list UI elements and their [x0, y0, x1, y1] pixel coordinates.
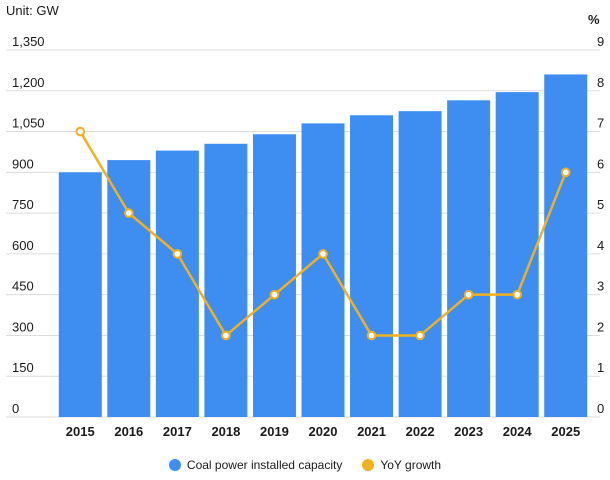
left-axis-ticks: 0 150 300 450 600 750 900 1,050 1,200 1,350: [12, 34, 45, 416]
growth-point: [512, 289, 522, 300]
right-tick-label: 7: [597, 116, 604, 131]
growth-point: [172, 249, 183, 259]
growth-point: [221, 330, 231, 341]
bar: [495, 92, 539, 418]
right-tick-label: 4: [597, 238, 604, 253]
left-tick-label: 150: [12, 360, 34, 375]
right-tick-label: 8: [597, 75, 604, 90]
left-tick-label: 450: [12, 279, 34, 294]
x-tick-label: 2016: [114, 424, 143, 439]
x-tick-label: 2024: [503, 424, 533, 439]
bar: [544, 74, 588, 417]
right-axis-unit: %: [588, 12, 600, 27]
left-tick-label: 300: [12, 319, 34, 334]
growth-point: [75, 126, 86, 137]
bar: [252, 134, 296, 417]
bar: [447, 100, 491, 417]
x-axis-ticks: 2015 2016 2017 2018 2019 2020 2021 2022 2023 2024…: [66, 424, 580, 439]
x-tick-label: 2019: [260, 424, 289, 439]
bar-series: [58, 74, 588, 418]
legend-label-capacity: Coal power installed capacity: [186, 458, 343, 472]
x-tick-label: 2025: [551, 424, 580, 439]
growth-point: [366, 330, 377, 341]
left-tick-label: 1,200: [12, 75, 45, 90]
left-tick-label: 750: [12, 197, 34, 212]
combo-chart: 0 150 300 450 600 750 900 1,050 1,200 1,350 0 1 2 3 4…: [6, 34, 604, 439]
right-axis-ticks: 0 1 2 3 4 5 6 7 8 9: [597, 34, 604, 416]
growth-point: [124, 208, 134, 218]
growth-point: [463, 289, 474, 300]
right-tick-label: 1: [597, 360, 604, 375]
bar: [58, 172, 102, 417]
x-tick-label: 2023: [454, 424, 483, 439]
bar: [301, 123, 345, 418]
growth-point: [269, 289, 280, 300]
legend-label-growth: YoY growth: [380, 458, 442, 472]
bar: [204, 143, 248, 418]
right-tick-label: 0: [597, 401, 604, 416]
legend-item-capacity: Coal power installed capacity: [168, 458, 343, 472]
left-tick-label: 900: [12, 156, 34, 171]
left-tick-label: 1,350: [12, 34, 45, 49]
left-tick-label: 1,050: [12, 116, 45, 131]
left-tick-label: 600: [12, 238, 34, 253]
right-tick-label: 3: [597, 279, 604, 294]
legend-swatch-growth: [362, 459, 375, 471]
growth-point: [415, 330, 425, 341]
line-series: [75, 126, 571, 341]
bar: [350, 115, 394, 417]
x-tick-label: 2020: [309, 424, 338, 439]
bar: [107, 160, 151, 417]
x-tick-label: 2015: [66, 424, 95, 439]
x-tick-label: 2018: [211, 424, 240, 439]
bar: [155, 150, 199, 417]
x-tick-label: 2022: [406, 424, 435, 439]
bar: [398, 111, 442, 418]
x-tick-label: 2017: [163, 424, 192, 439]
growth-point: [560, 167, 571, 178]
legend-swatch-capacity: [168, 459, 181, 471]
growth-point: [318, 249, 328, 259]
left-tick-label: 0: [12, 401, 19, 416]
x-tick-label: 2021: [357, 424, 386, 439]
legend-item-growth: YoY growth: [362, 458, 441, 472]
unit-label: Unit: GW: [6, 3, 59, 18]
right-tick-label: 2: [597, 319, 604, 334]
legend: Coal power installed capacity YoY growth: [0, 457, 610, 473]
right-tick-label: 5: [597, 197, 604, 212]
right-tick-label: 9: [597, 34, 604, 49]
right-tick-label: 6: [597, 156, 604, 171]
